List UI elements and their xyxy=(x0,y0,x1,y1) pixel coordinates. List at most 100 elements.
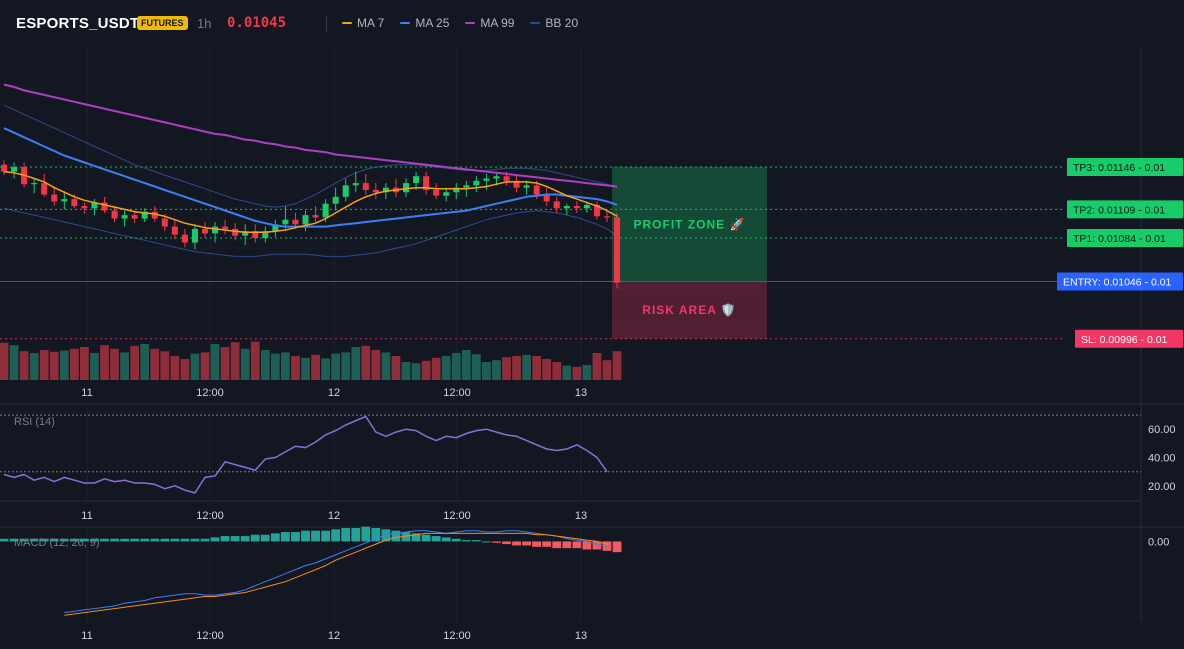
bb-lower-line xyxy=(3,207,618,257)
volume-bar xyxy=(471,354,481,380)
level-label-bg xyxy=(1067,229,1183,248)
candle-body xyxy=(262,231,269,239)
x-tick-label: 12:00 xyxy=(196,510,224,522)
price-pane: PROFIT ZONE 🚀 RISK AREA 🛡️ xyxy=(0,83,1064,380)
level-label-text: ENTRY: 0.01046 - 0.01 xyxy=(1063,277,1172,289)
volume-bar xyxy=(250,341,260,380)
x-tick-label: 12 xyxy=(328,387,340,399)
volume-bar xyxy=(0,342,9,380)
legend-ma7[interactable]: MA 7 xyxy=(342,16,384,30)
macd-hist-bar xyxy=(391,530,401,542)
volume-bar xyxy=(341,352,351,380)
macd-hist-bar xyxy=(532,541,542,547)
volume-bar xyxy=(421,360,431,380)
volume-bar xyxy=(240,348,250,380)
rsi-line xyxy=(3,415,608,494)
macd-hist-bar xyxy=(351,528,361,542)
macd-hist-bar xyxy=(572,541,582,549)
candle-body xyxy=(91,202,98,209)
volume-bar xyxy=(502,357,511,380)
volume-bar xyxy=(200,352,210,380)
macd-hist-bar xyxy=(552,541,562,549)
volume-bar xyxy=(391,356,401,380)
candle-body xyxy=(342,185,349,197)
level-label-text: TP1: 0.01084 - 0.01 xyxy=(1073,233,1166,245)
candle-body xyxy=(111,210,118,219)
volume-bar xyxy=(461,350,471,380)
macd-hist-bar xyxy=(381,529,391,542)
legend-bb20[interactable]: BB 20 xyxy=(530,16,578,30)
rsi-pane: RSI (14) 60.00 40.00 20.00 xyxy=(0,414,1176,494)
legend-swatch xyxy=(530,22,541,24)
macd-hist-bar xyxy=(451,538,461,542)
volume-bar xyxy=(542,359,552,380)
macd-hist-bar xyxy=(130,538,140,542)
volume-bar xyxy=(270,353,280,380)
rsi-y-tick: 40.00 xyxy=(1148,453,1176,465)
legend-swatch xyxy=(342,22,352,24)
volume-bar xyxy=(532,356,542,380)
volume-bar xyxy=(592,353,602,380)
volume-bar xyxy=(130,345,140,380)
volume-bar xyxy=(100,345,109,380)
rsi-y-tick: 20.00 xyxy=(1148,481,1176,493)
legend-ma25[interactable]: MA 25 xyxy=(400,16,449,30)
candle-body xyxy=(513,180,520,188)
volume-bar xyxy=(331,353,341,380)
macd-hist-bar xyxy=(582,541,592,550)
candle-body xyxy=(423,176,430,190)
macd-hist-bar xyxy=(230,536,240,542)
candle-body xyxy=(413,176,420,184)
volume-bar xyxy=(492,360,501,380)
candle-body xyxy=(171,226,178,235)
volume-bar xyxy=(301,357,310,380)
volume-bar xyxy=(291,356,300,380)
volume-bar xyxy=(69,348,79,380)
candle-body xyxy=(302,215,309,225)
macd-title: MACD (12, 26, 9) xyxy=(14,537,100,549)
volume-bar xyxy=(401,362,411,380)
risk-area-label: RISK AREA 🛡️ xyxy=(642,303,736,317)
level-label-bg xyxy=(1067,158,1183,177)
volume-bar xyxy=(411,363,421,380)
volume-bar xyxy=(9,345,19,380)
candle-body xyxy=(51,194,58,202)
volume-bar xyxy=(371,350,381,380)
volume-bar xyxy=(602,360,612,380)
candle-body xyxy=(543,194,550,202)
candle-body xyxy=(322,203,329,218)
candle-body xyxy=(151,211,158,219)
candle-body xyxy=(141,211,148,219)
level-label-bg xyxy=(1057,272,1183,291)
macd-hist-bar xyxy=(331,529,341,542)
candle-body xyxy=(131,215,138,219)
macd-hist-bar xyxy=(150,538,160,542)
macd-hist-bar xyxy=(120,538,129,542)
volume-bar xyxy=(361,345,371,380)
x-tick-label: 12:00 xyxy=(443,387,471,399)
macd-hist-bar xyxy=(602,541,612,551)
legend-label: MA 99 xyxy=(480,16,515,30)
macd-hist-bar xyxy=(431,536,441,542)
candle-body xyxy=(604,216,610,218)
macd-hist-bar xyxy=(592,541,602,550)
candle-body xyxy=(101,202,108,211)
indicator-legend: MA 7 MA 25 MA 99 BB 20 xyxy=(342,16,578,30)
candle-body xyxy=(71,199,78,206)
futures-badge: FUTURES xyxy=(137,16,188,30)
candle-body xyxy=(362,183,369,190)
volume-bar xyxy=(612,351,622,380)
x-tick-label: 13 xyxy=(575,630,587,642)
symbol-name[interactable]: ESPORTS_USDT xyxy=(16,15,140,32)
volume-bar xyxy=(120,352,129,380)
volume-bar xyxy=(311,354,320,380)
rsi-y-tick: 60.00 xyxy=(1148,424,1176,436)
candle-body xyxy=(1,164,7,172)
timeframe-label[interactable]: 1h xyxy=(197,16,212,31)
level-label-text: TP3: 0.01146 - 0.01 xyxy=(1073,162,1165,174)
volume-bar xyxy=(49,351,59,380)
level-label-text: TP2: 0.01109 - 0.01 xyxy=(1073,204,1165,216)
macd-hist-bar xyxy=(220,536,230,542)
legend-ma99[interactable]: MA 99 xyxy=(465,16,514,30)
